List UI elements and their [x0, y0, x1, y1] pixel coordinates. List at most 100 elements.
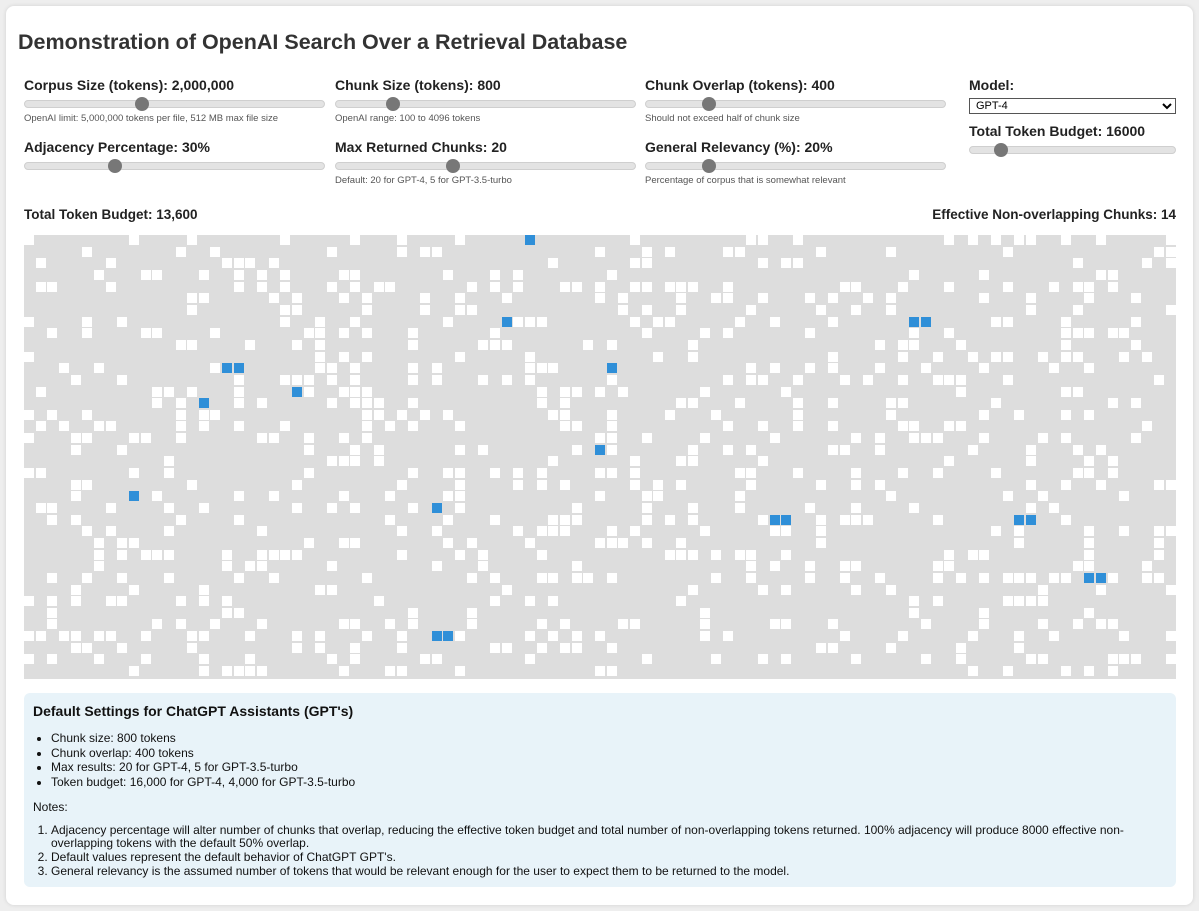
relevant-chunk-cell	[501, 339, 512, 350]
relevant-chunk-cell	[1002, 351, 1013, 362]
relevant-chunk-cell	[792, 398, 803, 409]
relevant-chunk-cell	[175, 339, 186, 350]
relevant-chunk-cell	[455, 502, 466, 513]
relevant-chunk-cell	[47, 619, 58, 630]
relevant-chunk-cell	[117, 642, 128, 653]
relevant-chunk-cell	[222, 666, 233, 677]
relevant-chunk-cell	[361, 386, 372, 397]
relevant-chunk-cell	[455, 235, 466, 245]
relevant-chunk-cell	[769, 433, 780, 444]
chunk-overlap-slider-thumb[interactable]	[701, 97, 716, 111]
token-budget-slider-thumb[interactable]	[993, 143, 1008, 157]
relevant-chunk-cell	[361, 572, 372, 583]
relevant-chunk-cell	[559, 526, 570, 537]
retrieved-chunk-cell	[769, 514, 780, 525]
relevant-chunk-cell	[210, 409, 221, 420]
relevant-chunk-cell	[1002, 374, 1013, 385]
relevant-chunk-cell	[350, 444, 361, 455]
relevant-chunk-cell	[466, 281, 477, 292]
relevant-chunk-cell	[163, 572, 174, 583]
model-select[interactable]: GPT-4	[969, 98, 1176, 114]
relevant-chunk-cell	[1142, 561, 1153, 572]
relevant-chunk-cell	[1107, 281, 1118, 292]
relevant-chunk-cell	[548, 572, 559, 583]
relevant-chunk-cell	[723, 328, 733, 339]
relevant-chunk-cell	[490, 328, 500, 339]
relevant-chunk-cell	[1130, 654, 1141, 665]
notes-list: Adjacency percentage will alter number o…	[33, 824, 1167, 877]
chunk-size-slider[interactable]	[335, 97, 636, 111]
relevant-chunk-cell	[664, 281, 675, 292]
relevant-chunk-cell	[1060, 235, 1071, 245]
relevant-chunk-cell	[1014, 642, 1025, 653]
relevant-chunk-cell	[897, 468, 908, 478]
chunk-overlap-slider[interactable]	[645, 97, 946, 111]
max-chunks-slider-thumb[interactable]	[445, 159, 460, 173]
relevant-chunk-cell	[723, 293, 733, 304]
relevant-chunk-cell	[758, 258, 768, 269]
relevant-chunk-cell	[1072, 304, 1083, 315]
relevant-chunk-cell	[944, 456, 955, 467]
relevant-chunk-cell	[24, 235, 34, 245]
relevant-chunk-cell	[734, 246, 745, 257]
max-chunks-slider[interactable]	[335, 159, 636, 173]
relevant-chunk-cell	[490, 468, 500, 478]
relevant-chunk-cell	[163, 386, 174, 397]
chunk-size-slider-thumb[interactable]	[385, 97, 400, 111]
relevant-chunk-cell	[1107, 270, 1118, 280]
token-budget-slider[interactable]	[969, 143, 1176, 157]
relevant-chunk-cell	[1154, 246, 1164, 257]
relevant-chunk-cell	[594, 631, 605, 642]
relevant-chunk-cell	[1002, 246, 1013, 257]
relevant-chunk-cell	[431, 246, 442, 257]
relevant-chunk-cell	[303, 328, 314, 339]
adjacency-slider[interactable]	[24, 159, 325, 173]
retrieved-chunk-cell	[921, 316, 932, 327]
relevant-chunk-cell	[175, 619, 186, 630]
relevant-chunk-cell	[315, 339, 326, 350]
relevancy-slider[interactable]	[645, 159, 946, 173]
relevant-chunk-cell	[490, 642, 500, 653]
relevant-chunk-cell	[455, 479, 466, 490]
relevant-chunk-cell	[874, 363, 885, 374]
relevant-chunk-cell	[291, 642, 302, 653]
relevant-chunk-cell	[117, 374, 128, 385]
relevant-chunk-cell	[769, 526, 780, 537]
relevant-chunk-cell	[816, 526, 827, 537]
relevant-chunk-cell	[455, 549, 466, 560]
relevant-chunk-cell	[932, 561, 943, 572]
relevant-chunk-cell	[443, 514, 454, 525]
relevant-chunk-cell	[1142, 258, 1153, 269]
relevant-chunk-cell	[443, 468, 454, 478]
relevant-chunk-cell	[128, 433, 139, 444]
relevant-chunk-cell	[571, 642, 582, 653]
relevant-chunk-cell	[1060, 386, 1071, 397]
relevant-chunk-cell	[1025, 235, 1036, 245]
relevant-chunk-cell	[291, 549, 302, 560]
relevant-chunk-cell	[198, 666, 209, 677]
relevant-chunk-cell	[24, 433, 34, 444]
corpus-size-slider[interactable]	[24, 97, 325, 111]
relevant-chunk-cell	[257, 398, 267, 409]
relevant-chunk-cell	[734, 398, 745, 409]
relevant-chunk-cell	[82, 642, 93, 653]
adjacency-slider-thumb[interactable]	[107, 159, 122, 173]
relevant-chunk-cell	[47, 607, 58, 618]
relevant-chunk-cell	[361, 398, 372, 409]
relevant-chunk-cell	[932, 433, 943, 444]
relevant-chunk-cell	[769, 363, 780, 374]
relevant-chunk-cell	[152, 491, 163, 502]
relevant-chunk-cell	[1060, 409, 1071, 420]
relevant-chunk-cell	[478, 374, 489, 385]
relevant-chunk-cell	[93, 549, 104, 560]
relevant-chunk-cell	[513, 468, 524, 478]
corpus-size-slider-thumb[interactable]	[134, 97, 149, 111]
relevant-chunk-cell	[1060, 433, 1071, 444]
relevancy-slider-thumb[interactable]	[701, 159, 716, 173]
relevant-chunk-cell	[1154, 374, 1164, 385]
relevant-chunk-cell	[257, 281, 267, 292]
relevant-chunk-cell	[723, 281, 733, 292]
relevant-chunk-cell	[536, 479, 547, 490]
relevant-chunk-cell	[676, 398, 687, 409]
relevant-chunk-cell	[699, 328, 710, 339]
